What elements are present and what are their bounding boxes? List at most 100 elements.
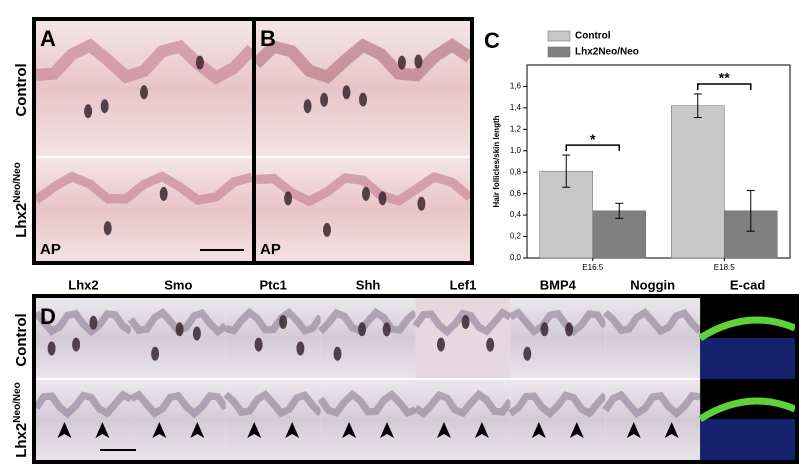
arrowhead [190, 422, 205, 438]
follicle [175, 322, 184, 337]
follicle [151, 346, 160, 361]
arrowhead [342, 422, 357, 438]
follicle [72, 337, 81, 352]
ecad-band [698, 316, 797, 341]
error-bar [693, 93, 702, 119]
gene-label: Smo [164, 277, 192, 292]
follicle [284, 191, 293, 206]
arrowhead [57, 422, 72, 438]
y-tick-label: 1,0 [510, 146, 522, 155]
row-label: Lhx2Neo/Neo [12, 382, 30, 458]
epidermis [251, 38, 474, 84]
micrograph [510, 298, 606, 378]
row-label-base: Lhx2 [13, 423, 30, 458]
y-tick-label: 0,6 [510, 189, 522, 198]
follicle [486, 337, 495, 352]
gene-label: Shh [356, 277, 381, 292]
row-label: Control [13, 313, 30, 366]
gene-label: Lef1 [450, 277, 477, 292]
arrowhead [626, 422, 641, 438]
epidermis [33, 309, 133, 337]
images [33, 21, 797, 460]
significance-label: * [590, 131, 596, 147]
panel-label: A [40, 26, 56, 51]
arrowhead [380, 422, 395, 438]
epidermis [508, 391, 609, 419]
plot-frame [526, 64, 791, 259]
legend-label: Control [575, 31, 611, 42]
gene-labels: Lhx2 Smo Ptc1 Shh Lef1 BMP4 Noggin E-cad [68, 277, 765, 292]
follicle [103, 221, 112, 236]
follicle [323, 222, 331, 237]
epidermis [35, 38, 257, 85]
follicle [89, 315, 98, 330]
y-tick-label: 0,4 [510, 210, 522, 219]
follicle [414, 54, 423, 69]
y-tick-label: 1,2 [510, 124, 522, 133]
follicle [358, 322, 367, 337]
micrograph [415, 380, 511, 460]
micrograph [320, 380, 416, 460]
follicle [359, 92, 367, 107]
follicle [84, 104, 93, 119]
legend-label: Lhx2Neo/Neo [575, 47, 639, 58]
row-label-base: Lhx2 [13, 203, 30, 238]
row-label-sup: Neo/Neo [12, 162, 23, 203]
y-tick-label: 0,8 [510, 167, 522, 176]
follicle [303, 99, 312, 114]
follicle [296, 341, 305, 356]
y-tick-label: 0,0 [510, 253, 522, 262]
follicle [523, 346, 532, 361]
epidermis [255, 171, 473, 207]
ap-label: AP [40, 241, 61, 258]
row-label-sup: Neo/Neo [12, 382, 23, 423]
significance-bracket [565, 144, 620, 152]
gene-label: BMP4 [540, 277, 577, 292]
follicle [195, 55, 204, 70]
follicle [437, 337, 445, 352]
gene-label: E-cad [730, 277, 765, 292]
epidermis [33, 390, 133, 419]
panel-label: C [484, 28, 500, 53]
significance-bracket [697, 83, 752, 90]
follicle [320, 92, 329, 107]
follicle [382, 322, 391, 337]
ecad-band [698, 397, 797, 422]
arrowhead [531, 422, 546, 438]
arrowhead [664, 422, 679, 438]
row-label: Lhx2Neo/Neo [12, 162, 30, 238]
legend-swatch [547, 46, 571, 58]
follicle [342, 85, 351, 100]
follicle [279, 315, 288, 329]
significance-label: ** [719, 70, 730, 86]
arrowhead [285, 422, 300, 438]
epidermis [129, 390, 229, 419]
micrograph [225, 298, 321, 378]
gene-label: Ptc1 [259, 277, 286, 292]
micrograph [130, 380, 226, 460]
legend-swatch [547, 30, 571, 42]
epidermis [508, 308, 609, 337]
epidermis [602, 390, 701, 419]
follicle [47, 341, 56, 356]
ap-label: AP [260, 241, 281, 258]
follicle [461, 315, 470, 329]
epidermis [602, 307, 703, 336]
follicle [417, 196, 426, 211]
follicle [397, 55, 406, 70]
error-bar [562, 154, 571, 188]
epidermis [224, 307, 324, 336]
epidermis [412, 308, 513, 337]
follicle [378, 191, 387, 206]
panel-label: B [260, 26, 276, 51]
follicle [362, 186, 370, 201]
gene-label: Noggin [630, 277, 675, 292]
arrowhead [436, 422, 451, 438]
micrograph [510, 380, 606, 460]
bar [671, 105, 725, 259]
epidermis [317, 307, 418, 336]
follicle [254, 337, 263, 352]
arrowhead [152, 422, 167, 438]
epidermis [223, 389, 324, 418]
